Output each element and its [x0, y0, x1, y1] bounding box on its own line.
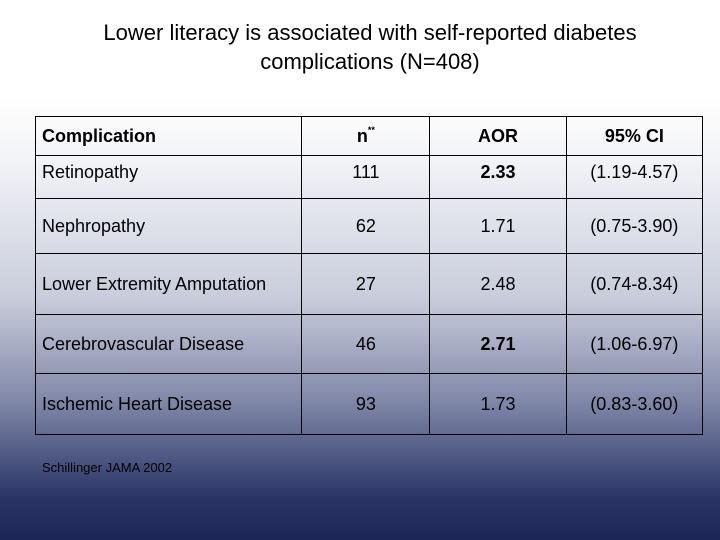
cell-ci: (1.19-4.57)	[565, 155, 704, 199]
header-n-footnote-marker: **	[367, 125, 375, 135]
table-row: Cerebrovascular Disease 46 2.71 (1.06-6.…	[34, 314, 704, 374]
cell-complication: Ischemic Heart Disease	[34, 373, 303, 435]
cell-complication: Nephropathy	[34, 198, 303, 254]
cell-ci: (0.83-3.60)	[565, 373, 704, 435]
header-aor: AOR	[429, 116, 567, 156]
table-row: Lower Extremity Amputation 27 2.48 (0.74…	[34, 253, 704, 315]
cell-n: 62	[301, 198, 431, 254]
cell-aor: 1.71	[429, 198, 567, 254]
slide-title-line-1: Lower literacy is associated with self-r…	[103, 20, 637, 45]
slide-title-line-2: complications (N=408)	[260, 49, 480, 74]
cell-n: 27	[301, 253, 431, 315]
slide-title: Lower literacy is associated with self-r…	[20, 18, 720, 76]
source-citation: Schillinger JAMA 2002	[42, 460, 173, 475]
header-complication: Complication	[34, 116, 303, 156]
table-row: Retinopathy 111 2.33 (1.19-4.57)	[34, 155, 704, 199]
cell-aor: 1.73	[429, 373, 567, 435]
cell-aor: 2.71	[429, 314, 567, 374]
complications-table: Complication n** AOR 95% CI Retinopathy …	[34, 116, 704, 435]
cell-complication: Cerebrovascular Disease	[34, 314, 303, 374]
cell-aor: 2.48	[429, 253, 567, 315]
cell-ci: (0.74-8.34)	[565, 253, 704, 315]
cell-complication: Lower Extremity Amputation	[34, 253, 303, 315]
table-header-row: Complication n** AOR 95% CI	[34, 116, 704, 156]
cell-ci: (0.75-3.90)	[565, 198, 704, 254]
header-n: n**	[301, 116, 431, 156]
cell-aor: 2.33	[429, 155, 567, 199]
cell-n: 111	[301, 155, 431, 199]
cell-n: 46	[301, 314, 431, 374]
cell-ci: (1.06-6.97)	[565, 314, 704, 374]
table-row: Ischemic Heart Disease 93 1.73 (0.83-3.6…	[34, 373, 704, 435]
table-row: Nephropathy 62 1.71 (0.75-3.90)	[34, 198, 704, 254]
cell-n: 93	[301, 373, 431, 435]
header-n-label: n	[356, 126, 368, 146]
header-ci: 95% CI	[565, 116, 704, 156]
cell-complication: Retinopathy	[34, 155, 303, 199]
